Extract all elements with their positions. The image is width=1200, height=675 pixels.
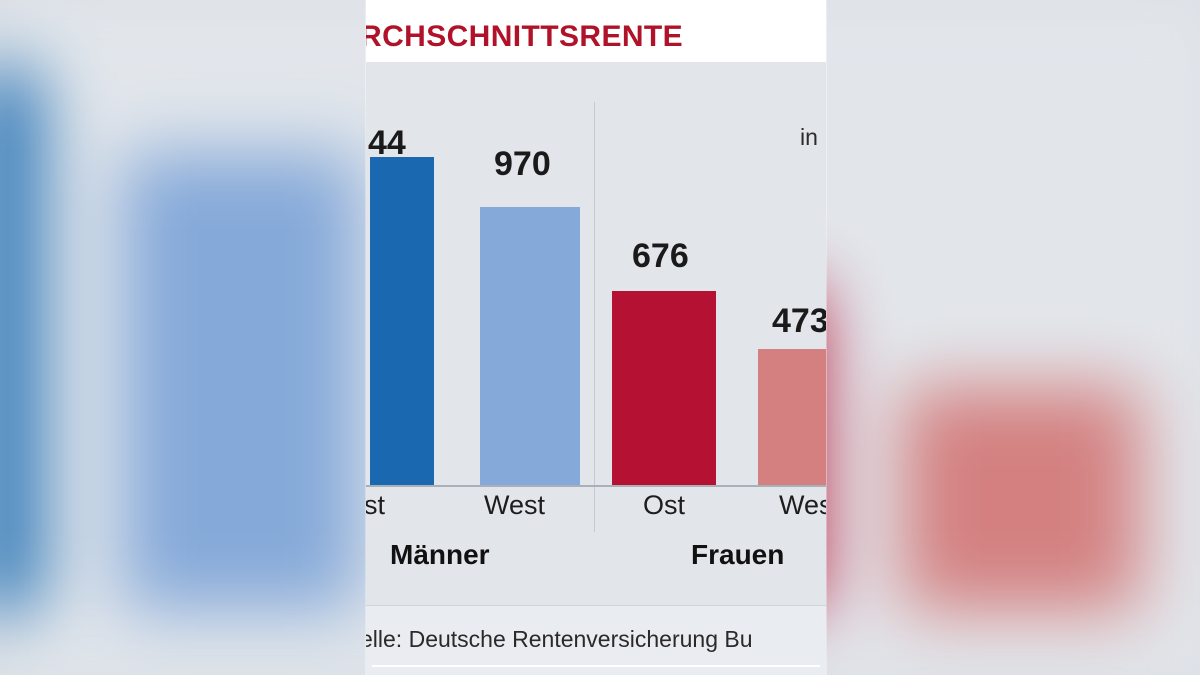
group-divider: [594, 102, 595, 532]
unit-label: in: [800, 124, 818, 150]
bar-frauen-ost: [612, 291, 716, 485]
title-band: RCHSCHNITTSRENTE: [366, 0, 826, 62]
plot-area: in 44 970 676 473 st West Ost Wes Männer…: [366, 62, 826, 605]
bar-value-maenner-ost: 44: [368, 124, 406, 162]
bar-maenner-ost: [370, 157, 434, 485]
blurred-bar-4: [901, 386, 1141, 611]
group-label-frauen: Frauen: [691, 539, 785, 570]
footer-rule: [372, 665, 820, 667]
category-label-frauen-ost: Ost: [643, 490, 686, 520]
group-label-maenner: Männer: [390, 539, 490, 570]
bar-value-frauen-west: 473: [772, 302, 826, 340]
bar-value-frauen-ost: 676: [632, 237, 689, 275]
category-label-maenner-ost: st: [366, 490, 386, 520]
axis-baseline: [366, 485, 826, 487]
category-label-maenner-west: West: [484, 490, 546, 520]
chart-panel: RCHSCHNITTSRENTE in 44 970 676 473 st We…: [366, 0, 826, 675]
chart-title: RCHSCHNITTSRENTE: [366, 20, 684, 53]
category-label-frauen-west: Wes: [779, 490, 826, 520]
blurred-bar-2: [121, 152, 361, 611]
bar-frauen-west: [758, 349, 826, 485]
bar-value-maenner-west: 970: [494, 145, 551, 183]
blurred-bar-1: [0, 69, 39, 611]
bar-maenner-west: [480, 207, 580, 485]
footer-band: elle: Deutsche Rentenversicherung Bu: [366, 605, 826, 675]
source-note: elle: Deutsche Rentenversicherung Bu: [366, 626, 753, 652]
